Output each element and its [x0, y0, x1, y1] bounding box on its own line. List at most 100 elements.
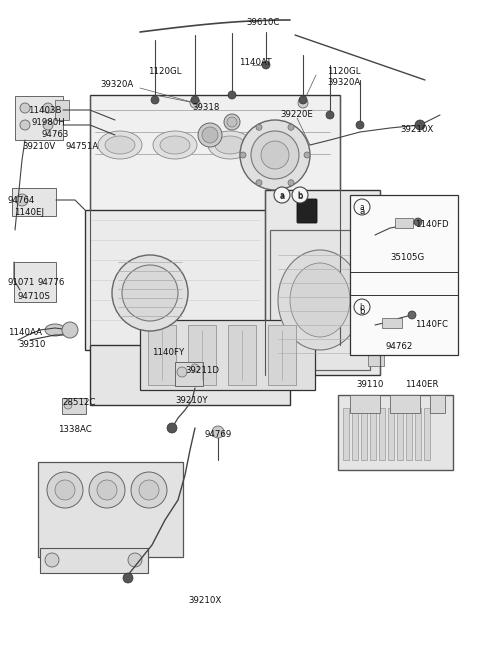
- Bar: [268, 325, 296, 385]
- Bar: [397, 408, 403, 460]
- Text: a: a: [280, 190, 284, 199]
- Text: 94751A: 94751A: [65, 142, 98, 151]
- Text: 1140ER: 1140ER: [405, 380, 439, 389]
- Text: 11403B: 11403B: [28, 106, 61, 115]
- Circle shape: [224, 114, 240, 130]
- Circle shape: [20, 120, 30, 130]
- Ellipse shape: [263, 131, 307, 159]
- Circle shape: [354, 199, 370, 215]
- Text: 1140AA: 1140AA: [8, 328, 42, 337]
- Circle shape: [193, 101, 197, 105]
- Text: 1140FD: 1140FD: [415, 220, 449, 229]
- Text: 1140FC: 1140FC: [415, 320, 448, 329]
- Ellipse shape: [198, 123, 222, 147]
- Circle shape: [151, 96, 159, 104]
- Bar: [188, 325, 216, 385]
- Circle shape: [177, 367, 187, 377]
- Circle shape: [122, 265, 178, 321]
- Bar: [55, 100, 69, 120]
- Text: 39210V: 39210V: [22, 142, 55, 151]
- Circle shape: [191, 364, 199, 372]
- Circle shape: [139, 480, 159, 500]
- Circle shape: [191, 96, 199, 104]
- Circle shape: [274, 187, 290, 203]
- Circle shape: [123, 573, 133, 583]
- Bar: [15, 96, 63, 140]
- Bar: [415, 408, 421, 460]
- Bar: [140, 320, 315, 390]
- Text: 1140EJ: 1140EJ: [14, 208, 44, 217]
- Circle shape: [292, 187, 308, 203]
- Bar: [368, 234, 384, 246]
- Bar: [148, 325, 176, 385]
- Circle shape: [240, 120, 310, 190]
- Bar: [350, 195, 458, 355]
- Bar: [382, 318, 402, 328]
- Bar: [406, 408, 412, 460]
- Circle shape: [212, 426, 224, 438]
- Circle shape: [415, 120, 425, 130]
- Ellipse shape: [45, 324, 65, 336]
- Text: 1338AC: 1338AC: [58, 425, 92, 434]
- FancyBboxPatch shape: [297, 199, 317, 223]
- Ellipse shape: [215, 136, 245, 154]
- Text: 94776: 94776: [38, 278, 65, 287]
- Text: b: b: [360, 303, 364, 311]
- Ellipse shape: [278, 250, 362, 350]
- Circle shape: [356, 121, 364, 129]
- Circle shape: [256, 180, 262, 186]
- Circle shape: [62, 322, 78, 338]
- Text: 1140FY: 1140FY: [152, 348, 184, 357]
- Circle shape: [89, 472, 125, 508]
- Circle shape: [167, 423, 177, 433]
- Text: 39318: 39318: [192, 103, 220, 112]
- Text: 1120GL: 1120GL: [148, 67, 182, 76]
- Bar: [228, 325, 256, 385]
- Bar: [368, 254, 384, 266]
- Text: 1120GL: 1120GL: [327, 67, 360, 76]
- Ellipse shape: [202, 127, 218, 143]
- Bar: [175, 362, 203, 386]
- Bar: [430, 395, 445, 413]
- Bar: [90, 95, 340, 215]
- Circle shape: [64, 401, 72, 409]
- Circle shape: [55, 480, 75, 500]
- Bar: [62, 398, 86, 414]
- Text: 94764: 94764: [8, 196, 36, 205]
- Bar: [85, 210, 345, 350]
- Bar: [90, 345, 290, 405]
- Text: a: a: [360, 203, 364, 212]
- Text: 39320A: 39320A: [100, 80, 133, 89]
- Text: 39210X: 39210X: [188, 596, 222, 605]
- Circle shape: [326, 111, 334, 119]
- Circle shape: [288, 180, 294, 186]
- Text: 28512C: 28512C: [62, 398, 96, 407]
- Circle shape: [227, 117, 237, 127]
- Text: b: b: [359, 307, 365, 316]
- Ellipse shape: [153, 131, 197, 159]
- Bar: [350, 395, 380, 413]
- Circle shape: [304, 152, 310, 158]
- Ellipse shape: [160, 136, 190, 154]
- Text: 39210Y: 39210Y: [175, 396, 208, 405]
- Text: 39610C: 39610C: [246, 18, 280, 27]
- Text: a: a: [279, 192, 285, 201]
- Text: 39320A: 39320A: [327, 78, 360, 87]
- Circle shape: [20, 103, 30, 113]
- Bar: [270, 230, 370, 370]
- Text: 35105G: 35105G: [390, 253, 424, 262]
- Text: 94769: 94769: [204, 430, 232, 439]
- Text: 91980H: 91980H: [32, 118, 66, 127]
- Bar: [379, 408, 385, 460]
- Text: 39210X: 39210X: [400, 125, 433, 134]
- Circle shape: [299, 96, 307, 104]
- Bar: [265, 190, 380, 375]
- Circle shape: [47, 472, 83, 508]
- Text: 39310: 39310: [18, 340, 46, 349]
- Circle shape: [354, 299, 370, 315]
- Bar: [388, 408, 394, 460]
- Text: 1140AT: 1140AT: [239, 58, 271, 67]
- Circle shape: [45, 553, 59, 567]
- Text: 94763: 94763: [42, 130, 70, 139]
- Text: 94762: 94762: [385, 342, 412, 351]
